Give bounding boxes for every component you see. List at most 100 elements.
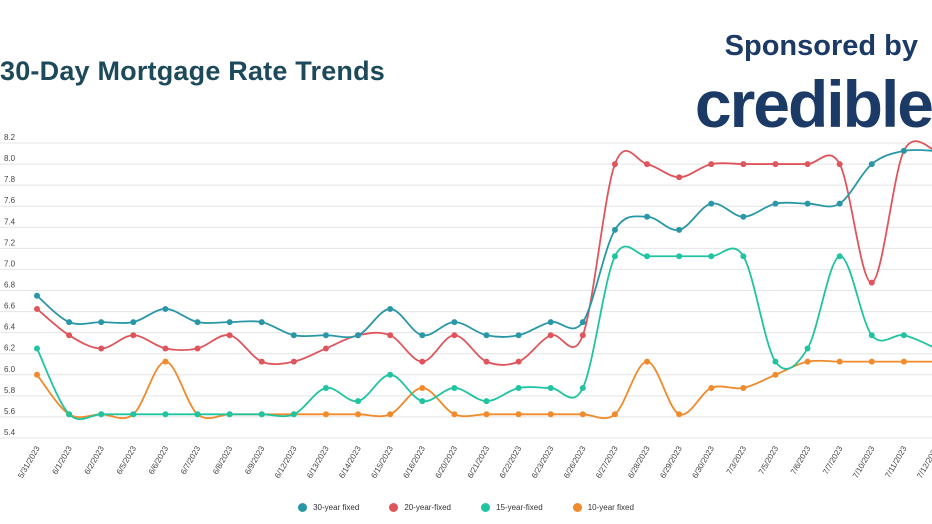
x-tick-label: 6/13/2023 [305, 444, 331, 480]
x-tick-label: 6/5/2023 [115, 444, 139, 476]
x-tick-label: 6/8/2023 [211, 444, 235, 476]
legend-swatch [298, 503, 308, 512]
data-point [290, 411, 297, 418]
y-tick-label: 7.6 [4, 196, 16, 205]
y-tick-label: 7.0 [4, 259, 16, 268]
data-point [483, 358, 490, 365]
series-15-year-fixed [34, 245, 932, 421]
data-point [644, 213, 651, 220]
x-tick-label: 6/7/2023 [179, 444, 203, 476]
x-tick-label: 6/29/2023 [658, 444, 684, 480]
data-point [708, 253, 715, 260]
data-point [451, 319, 458, 326]
data-point [804, 200, 811, 207]
data-point [387, 332, 394, 339]
data-point [194, 411, 201, 418]
data-point [611, 253, 618, 260]
data-point [162, 305, 169, 312]
data-point [676, 174, 683, 181]
legend-label: 10-year fixed [587, 503, 634, 512]
y-tick-label: 7.2 [4, 238, 16, 247]
data-point [868, 358, 875, 365]
legend-item-15-year-fixed: 15-year-fixed [481, 503, 543, 512]
data-point [451, 332, 458, 339]
data-point [579, 411, 586, 418]
data-point [258, 411, 265, 418]
data-point [322, 332, 329, 339]
data-point [900, 147, 907, 154]
x-tick-label: 7/10/2023 [851, 444, 877, 480]
data-point [290, 332, 297, 339]
data-point [419, 398, 426, 405]
chart-title: 30-Day Mortgage Rate Trends [0, 56, 386, 86]
data-point [804, 345, 811, 352]
legend-swatch [572, 503, 582, 512]
data-point [836, 358, 843, 365]
data-point [226, 319, 233, 326]
x-tick-label: 6/22/2023 [498, 444, 524, 480]
data-point [387, 371, 394, 378]
x-tick-label: 6/1/2023 [50, 444, 74, 476]
data-point [483, 398, 490, 405]
series-line [36, 140, 932, 366]
legend-label: 30-year fixed [313, 503, 360, 512]
data-point [740, 213, 747, 220]
data-point [162, 411, 169, 418]
data-point [676, 411, 683, 418]
data-point [740, 384, 747, 391]
y-tick-label: 8.2 [4, 133, 16, 142]
x-tick-label: 6/16/2023 [401, 444, 427, 480]
data-point [836, 253, 843, 260]
data-point [419, 384, 426, 391]
data-point [836, 200, 843, 207]
y-tick-label: 6.8 [4, 281, 16, 290]
data-point [34, 371, 40, 378]
data-point [258, 319, 265, 326]
x-tick-label: 7/11/2023 [883, 444, 909, 479]
sponsor-label: Sponsored by [724, 30, 918, 62]
series-30-year-fixed [34, 147, 932, 339]
x-tick-label: 6/9/2023 [243, 444, 267, 476]
chart-legend: 30-year fixed 20-year-fixed 15-year-fixed 1… [0, 503, 932, 512]
data-point [194, 319, 201, 326]
data-point [547, 332, 554, 339]
series-10-year-fixed [34, 358, 932, 420]
data-point [419, 358, 426, 365]
y-tick-label: 5.4 [4, 428, 16, 437]
data-point [900, 332, 907, 339]
data-point [611, 161, 618, 168]
y-tick-label: 6.6 [4, 302, 16, 311]
legend-item-20-year-fixed: 20-year-fixed [389, 503, 451, 512]
data-point [130, 332, 137, 339]
data-point [162, 358, 169, 365]
data-point [355, 411, 362, 418]
data-point [98, 411, 105, 418]
data-point [355, 332, 362, 339]
data-point [579, 319, 586, 326]
data-point [547, 319, 554, 326]
data-point [290, 358, 297, 365]
x-axis: 5/31/2023 6/1/2023 6/2/2023 6/5/2023 6/6/202… [16, 444, 932, 480]
data-point [579, 384, 586, 391]
x-tick-label: 6/21/2023 [466, 444, 492, 480]
data-point [611, 226, 618, 233]
y-tick-label: 5.6 [4, 407, 16, 416]
data-point [804, 358, 811, 365]
legend-item-10-year-fixed: 10-year fixed [572, 503, 634, 512]
y-tick-label: 7.8 [4, 175, 16, 184]
data-point [226, 411, 233, 418]
y-tick-label: 6.4 [4, 323, 16, 332]
data-point [483, 332, 490, 339]
data-point [483, 411, 490, 418]
data-point [419, 332, 426, 339]
data-point [322, 384, 329, 391]
data-point [676, 226, 683, 233]
legend-swatch [389, 503, 399, 512]
x-tick-label: 6/14/2023 [337, 444, 363, 480]
data-point [34, 345, 40, 352]
data-point [740, 253, 747, 260]
legend-label: 20-year-fixed [404, 503, 451, 512]
data-point [708, 161, 715, 168]
data-point [355, 398, 362, 405]
